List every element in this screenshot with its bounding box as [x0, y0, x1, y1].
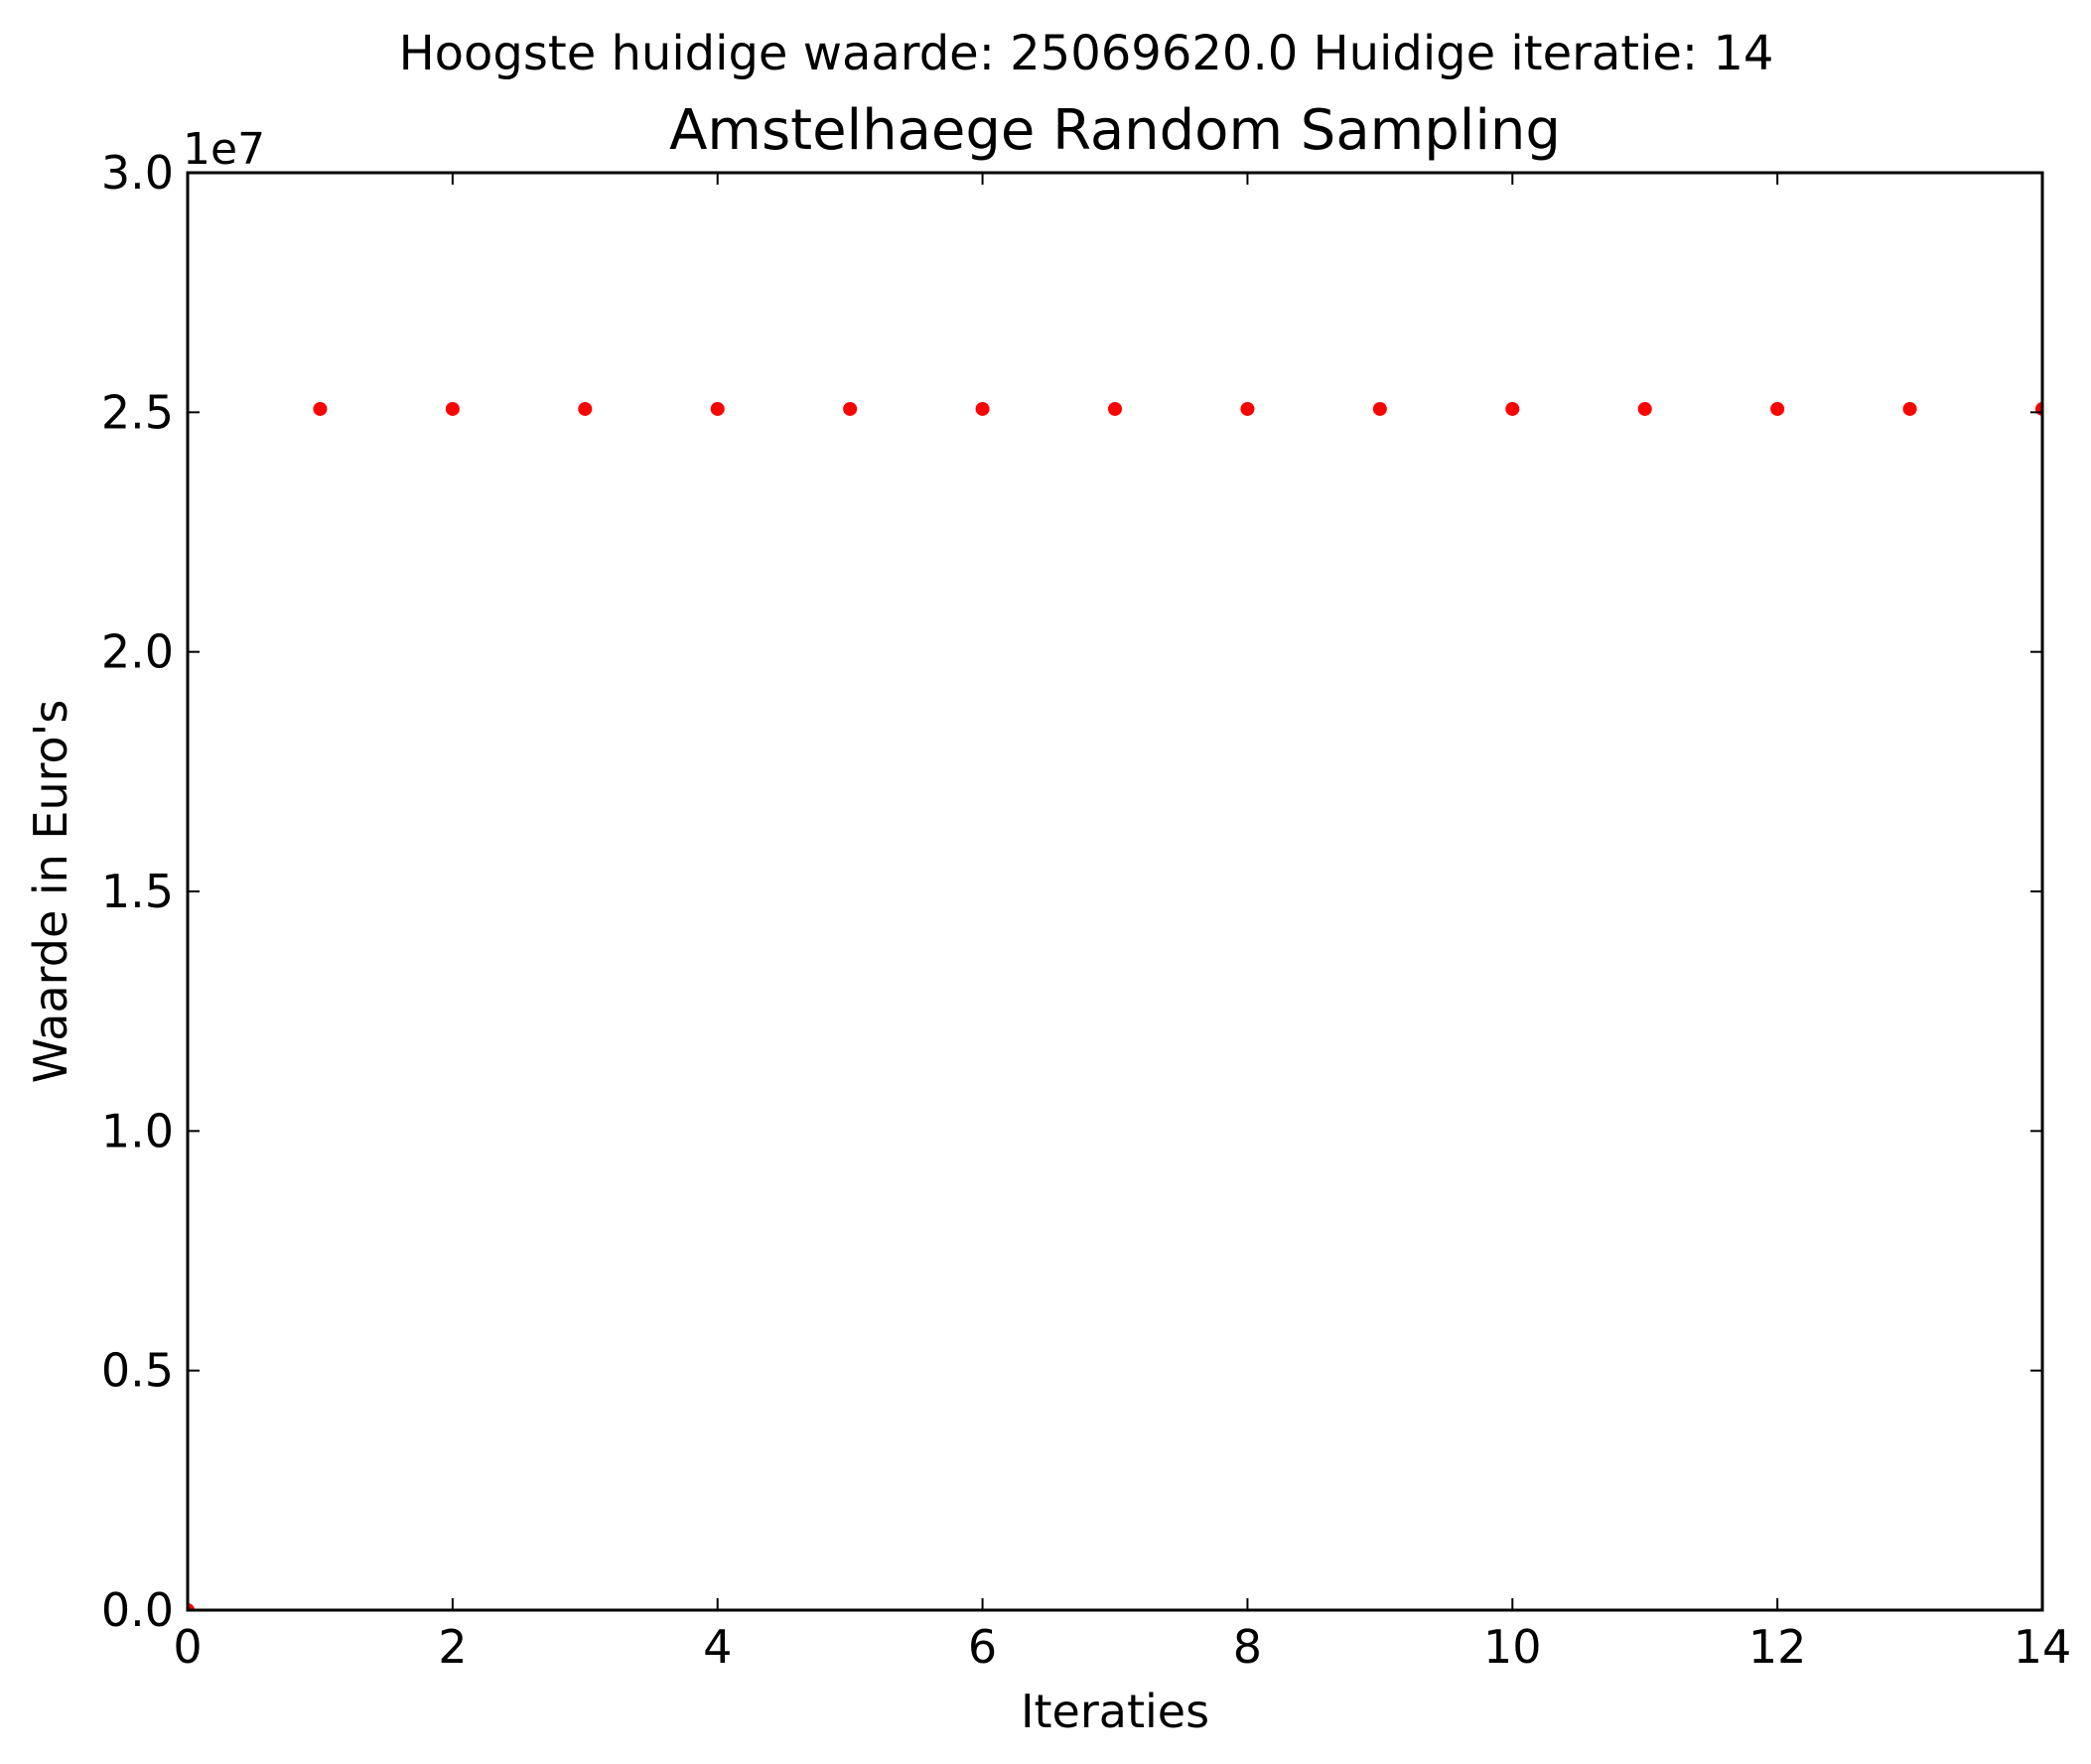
x-tick-label: 6 — [968, 1620, 997, 1674]
data-point — [710, 401, 725, 416]
x-tick-label: 10 — [1483, 1620, 1542, 1674]
x-axis-label: Iteraties — [1021, 1685, 1209, 1738]
x-tick-label: 8 — [1233, 1620, 1262, 1674]
y-tick-label: 2.0 — [101, 625, 174, 679]
y-axis-offset-label: 1e7 — [183, 124, 265, 175]
chart-title: Amstelhaege Random Sampling — [669, 98, 1561, 163]
data-point — [1902, 401, 1917, 416]
data-point — [313, 401, 328, 416]
data-point — [445, 401, 460, 416]
y-tick-label: 0.0 — [101, 1583, 174, 1637]
data-point — [843, 401, 858, 416]
plot-area — [188, 173, 2042, 1610]
chart-suptitle: Hoogste huidige waarde: 25069620.0 Huidi… — [399, 26, 1774, 81]
data-point — [1637, 401, 1652, 416]
x-tick-label: 0 — [173, 1620, 202, 1674]
data-point — [1505, 401, 1520, 416]
x-tick-label: 4 — [703, 1620, 732, 1674]
y-tick-label: 1.0 — [101, 1104, 174, 1157]
y-tick-label: 0.5 — [101, 1344, 174, 1398]
y-axis-ticks: 0.0 0.5 1.0 1.5 2.0 2.5 3.0 — [101, 146, 2042, 1637]
data-point — [1108, 401, 1122, 416]
y-axis-label: Waarde in Euro's — [24, 700, 77, 1084]
y-tick-label: 1.5 — [101, 865, 174, 918]
x-tick-label: 12 — [1748, 1620, 1807, 1674]
data-point — [1372, 401, 1387, 416]
x-axis-ticks: 0 2 4 6 8 10 12 14 — [173, 173, 2071, 1674]
y-tick-label: 2.5 — [101, 385, 174, 439]
data-point — [975, 401, 990, 416]
x-tick-label: 2 — [438, 1620, 467, 1674]
data-point — [1240, 401, 1255, 416]
plot-frame — [186, 171, 2044, 1612]
data-point — [578, 401, 593, 416]
data-point — [188, 1603, 195, 1610]
y-tick-label: 3.0 — [101, 146, 174, 200]
data-point — [1770, 401, 1785, 416]
x-tick-label: 14 — [2014, 1620, 2072, 1674]
